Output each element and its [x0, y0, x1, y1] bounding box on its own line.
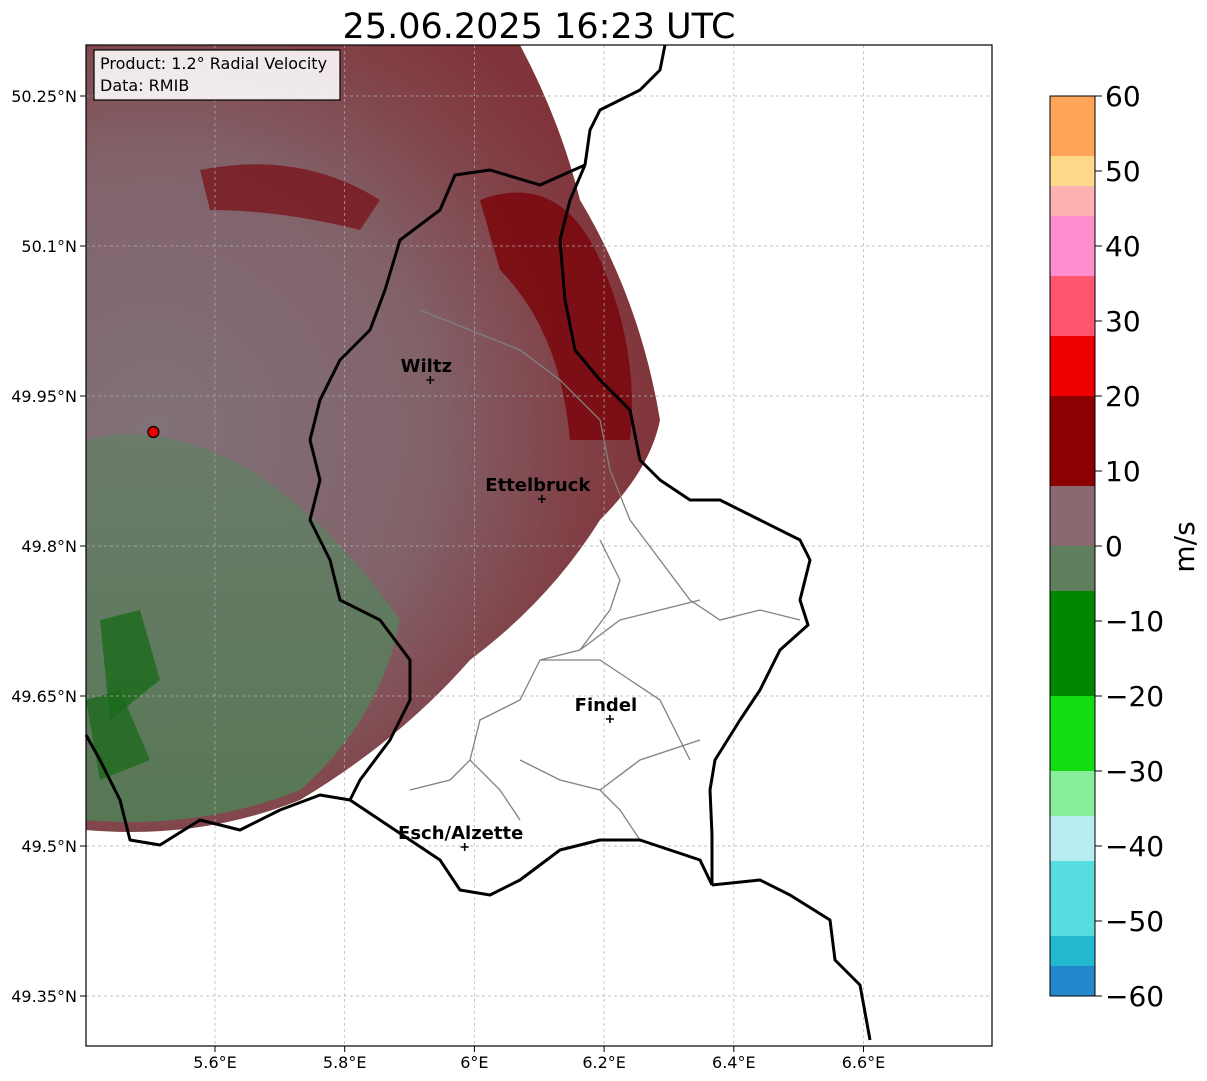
city-cross-icon [537, 495, 546, 503]
colorbar-segment [1050, 396, 1095, 486]
colorbar-segment [1050, 186, 1095, 216]
city-cross-icon [605, 715, 614, 723]
colorbar: 60 50 40 30 20 10 0 −10 −20 −30 −40 −50 −60 [1049, 80, 1164, 1013]
city-marker: Wiltz [401, 356, 452, 384]
colorbar-tick-label: −60 [1105, 980, 1164, 1013]
info-box: Product: 1.2° Radial Velocity Data: RMIB [93, 49, 341, 101]
colorbar-tick-label: 20 [1105, 380, 1141, 413]
colorbar-segment [1050, 861, 1095, 936]
city-marker: Findel [575, 695, 638, 723]
lat-tick-label: 49.65°N [11, 687, 77, 706]
page-title: 25.06.2025 16:23 UTC [343, 7, 736, 47]
city-cross-icon [426, 376, 435, 384]
colorbar-tick-label: 0 [1105, 530, 1123, 563]
city-cross-icon [460, 843, 469, 851]
colorbar-tick-label: −10 [1105, 605, 1164, 638]
colorbar-segment [1050, 546, 1095, 591]
lat-tick-label: 49.8°N [21, 537, 77, 556]
map-frame [85, 44, 993, 1047]
colorbar-tick-label: 50 [1105, 155, 1141, 188]
colorbar-tick-label: 10 [1105, 455, 1141, 488]
radar-echo-field [86, 45, 660, 832]
city-marker: Ettelbruck [485, 475, 591, 503]
city-markers: Wiltz Ettelbruck Findel Esch/Alzette [398, 356, 637, 851]
colorbar-segment [1050, 276, 1095, 336]
colorbar-segment [1050, 816, 1095, 861]
lat-tick-label: 49.95°N [11, 387, 77, 406]
country-borders [84, 44, 872, 1041]
colorbar-unit-label: m/s [1168, 521, 1201, 572]
city-label: Wiltz [401, 356, 452, 377]
lat-tick-label: 50.1°N [21, 237, 77, 256]
lon-tick-label: 5.8°E [323, 1053, 367, 1072]
colorbar-segment [1050, 966, 1095, 996]
lat-tick-label: 50.25°N [11, 87, 77, 106]
city-label: Ettelbruck [485, 475, 591, 496]
colorbar-tick-label: −50 [1105, 905, 1164, 938]
radar-site-marker [147, 425, 160, 439]
city-marker: Esch/Alzette [398, 823, 523, 851]
colorbar-tick-label: 40 [1105, 230, 1141, 263]
radar-site [147, 425, 160, 439]
colorbar-segment [1050, 156, 1095, 186]
city-label: Findel [575, 695, 638, 716]
info-data-source: Data: RMIB [100, 76, 189, 95]
colorbar-segment [1050, 216, 1095, 276]
colorbar-tick-label: −20 [1105, 680, 1164, 713]
colorbar-segment [1050, 96, 1095, 156]
colorbar-tick-label: −30 [1105, 755, 1164, 788]
colorbar-segment [1050, 771, 1095, 816]
lon-tick-label: 6.6°E [842, 1053, 886, 1072]
lon-tick-label: 6.2°E [582, 1053, 626, 1072]
colorbar-tick-label: 60 [1105, 80, 1141, 113]
colorbar-tick-label: 30 [1105, 305, 1141, 338]
info-product: Product: 1.2° Radial Velocity [100, 54, 327, 73]
colorbar-segment [1050, 936, 1095, 966]
lat-tick-label: 49.5°N [21, 837, 77, 856]
lon-tick-label: 6.4°E [712, 1053, 756, 1072]
city-label: Esch/Alzette [398, 823, 523, 844]
colorbar-segment [1050, 486, 1095, 546]
lon-tick-label: 5.6°E [193, 1053, 237, 1072]
canton-boundary-line [409, 309, 801, 841]
map-axes: 5.6°E 5.8°E 6°E 6.2°E 6.4°E 6.6°E 50.25°N 50.1°… [11, 44, 993, 1072]
lat-tick-label: 49.35°N [11, 987, 77, 1006]
colorbar-segment [1050, 591, 1095, 696]
lon-tick-label: 6°E [460, 1053, 488, 1072]
colorbar-tick-label: −40 [1105, 830, 1164, 863]
luxembourg-border-line [84, 44, 872, 1041]
colorbar-segment [1050, 336, 1095, 396]
colorbar-segment [1050, 696, 1095, 771]
